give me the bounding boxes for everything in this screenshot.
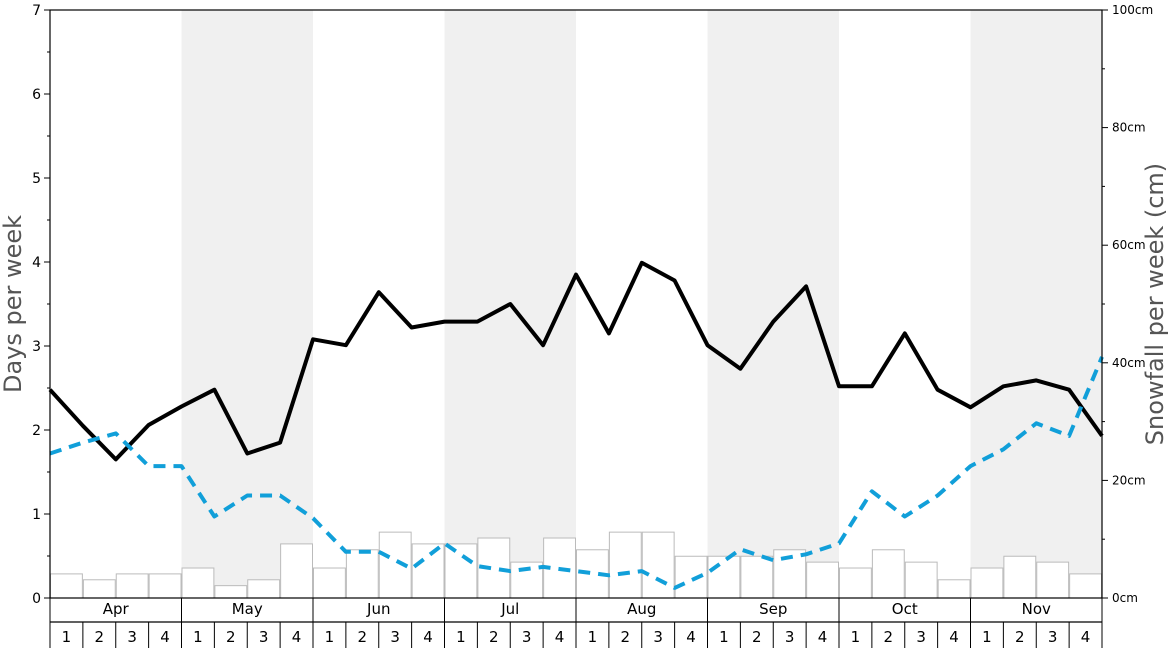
- series-lines: [48, 260, 1104, 590]
- month-label: Oct: [892, 600, 918, 618]
- week-label: 1: [62, 628, 72, 646]
- snowfall-bar: [871, 549, 905, 599]
- week-label: 2: [95, 628, 105, 646]
- snowfall-bar: [148, 573, 182, 599]
- snowfall-bar: [247, 579, 281, 599]
- right-tick-label: 20cm: [1112, 473, 1146, 487]
- snowfall-bar: [608, 531, 642, 599]
- week-label: 3: [259, 628, 269, 646]
- month-shade-nov: [970, 10, 1102, 598]
- week-label: 3: [1048, 628, 1058, 646]
- snowfall-bar: [115, 573, 149, 599]
- snowfall-bar: [740, 555, 774, 599]
- snowfall-bar: [1003, 555, 1037, 599]
- week-label: 1: [325, 628, 335, 646]
- left-axis-label: Days per week: [0, 215, 27, 393]
- snowfall-bar: [839, 567, 872, 599]
- left-tick-label: 3: [32, 339, 41, 355]
- axes: 0 1 2 3 4 5 6 7 0cm 20cm 40cm 60cm 80cm 100cm Apr May Ju…: [32, 3, 1153, 648]
- right-tick-label: 0cm: [1112, 591, 1138, 605]
- snowfall-bar: [806, 561, 839, 599]
- week-label: 3: [785, 628, 795, 646]
- snowfall-bar: [444, 543, 478, 599]
- week-label: 2: [226, 628, 236, 646]
- week-label: 4: [949, 628, 959, 646]
- week-label: 4: [555, 628, 565, 646]
- snowfall-bar: [1036, 561, 1070, 599]
- week-label: 1: [719, 628, 729, 646]
- right-tick-label: 100cm: [1112, 3, 1153, 17]
- left-tick-label: 1: [32, 507, 41, 523]
- week-label: 1: [851, 628, 861, 646]
- week-label: 3: [522, 628, 532, 646]
- snowfall-bar: [313, 567, 346, 599]
- week-label: 2: [1015, 628, 1025, 646]
- week-label: 2: [884, 628, 894, 646]
- snowfall-bar: [937, 579, 971, 599]
- snowfall-bar: [970, 567, 1004, 599]
- left-tick-label: 5: [32, 171, 41, 187]
- week-label: 4: [1081, 628, 1091, 646]
- month-shading: [181, 10, 1102, 598]
- snowfall-bar: [1069, 573, 1102, 599]
- week-label: 1: [456, 628, 466, 646]
- month-label: Jun: [366, 600, 390, 618]
- left-tick-label: 6: [32, 87, 41, 103]
- snowfall-bar: [707, 555, 741, 599]
- snowfall-bar: [214, 585, 248, 599]
- week-label: 2: [358, 628, 368, 646]
- week-label: 4: [686, 628, 696, 646]
- week-label: 3: [916, 628, 926, 646]
- week-label: 4: [818, 628, 828, 646]
- snowfall-bar: [411, 543, 445, 599]
- week-label: 4: [292, 628, 302, 646]
- month-shade-sep: [707, 10, 839, 598]
- axis-labels: Days per week Snowfall per week (cm): [0, 163, 1168, 445]
- left-tick-label: 2: [32, 423, 41, 439]
- right-tick-label: 40cm: [1112, 356, 1146, 370]
- snowfall-bar: [641, 531, 675, 599]
- right-tick-label: 80cm: [1112, 121, 1146, 135]
- snowfall-bars: [50, 531, 1102, 599]
- dashed-series-line: [49, 356, 1104, 590]
- week-label: 1: [982, 628, 992, 646]
- week-label: 3: [653, 628, 663, 646]
- snowfall-bar: [345, 549, 379, 599]
- month-label: Sep: [759, 600, 787, 618]
- month-label: Jul: [500, 600, 519, 618]
- month-label: May: [232, 600, 263, 618]
- snowfall-bar: [181, 567, 215, 599]
- left-tick-label: 7: [32, 3, 41, 19]
- left-tick-label: 0: [32, 591, 41, 607]
- week-label: 1: [193, 628, 203, 646]
- snowfall-bar: [50, 573, 83, 599]
- week-label: 4: [423, 628, 433, 646]
- snowfall-bar: [280, 543, 313, 599]
- snowfall-bar: [82, 579, 116, 599]
- right-tick-label: 60cm: [1112, 238, 1146, 252]
- week-label: 3: [127, 628, 137, 646]
- snowfall-bar: [904, 561, 938, 599]
- month-shade-may: [181, 10, 313, 598]
- week-label: 4: [160, 628, 170, 646]
- month-label: Nov: [1022, 600, 1051, 618]
- right-axis-label: Snowfall per week (cm): [1141, 163, 1168, 445]
- week-label: 2: [489, 628, 499, 646]
- solid-series-line: [48, 260, 1104, 462]
- month-label: Apr: [103, 600, 130, 618]
- left-tick-label: 4: [32, 255, 41, 271]
- week-label: 2: [752, 628, 762, 646]
- week-label: 2: [621, 628, 631, 646]
- week-label: 1: [588, 628, 598, 646]
- month-label: Aug: [627, 600, 656, 618]
- week-label: 3: [390, 628, 400, 646]
